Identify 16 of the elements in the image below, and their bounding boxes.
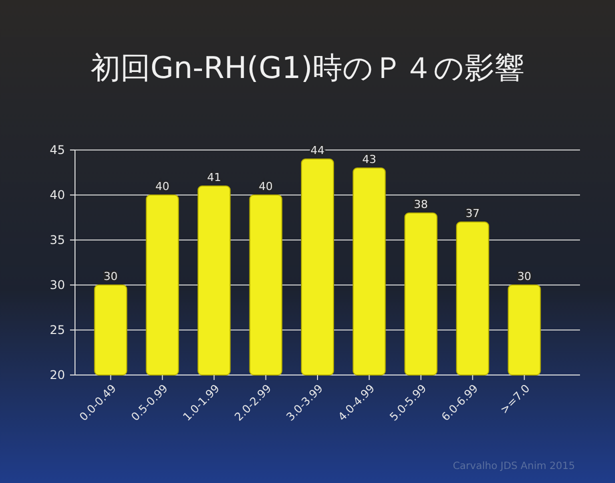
y-tick-label: 25 (50, 323, 65, 338)
chart-title: 初回Gn-RH(G1)時のＰ４の影響 (90, 51, 525, 86)
data-label: 43 (362, 153, 376, 166)
data-label: 38 (414, 198, 428, 211)
data-label: 30 (104, 270, 118, 283)
data-label: 30 (517, 270, 532, 283)
y-tick-label: 20 (50, 368, 65, 382)
y-tick-label: 40 (50, 188, 65, 202)
y-tick-label: 45 (50, 143, 65, 158)
data-label: 37 (466, 207, 480, 220)
y-tick-label: 35 (50, 233, 65, 248)
data-label: 41 (207, 171, 222, 184)
data-label: 40 (155, 180, 170, 193)
data-label: 40 (258, 180, 273, 193)
y-tick-label: 30 (50, 278, 65, 292)
text: Carvalho JDS Anim 2015 (452, 461, 575, 472)
